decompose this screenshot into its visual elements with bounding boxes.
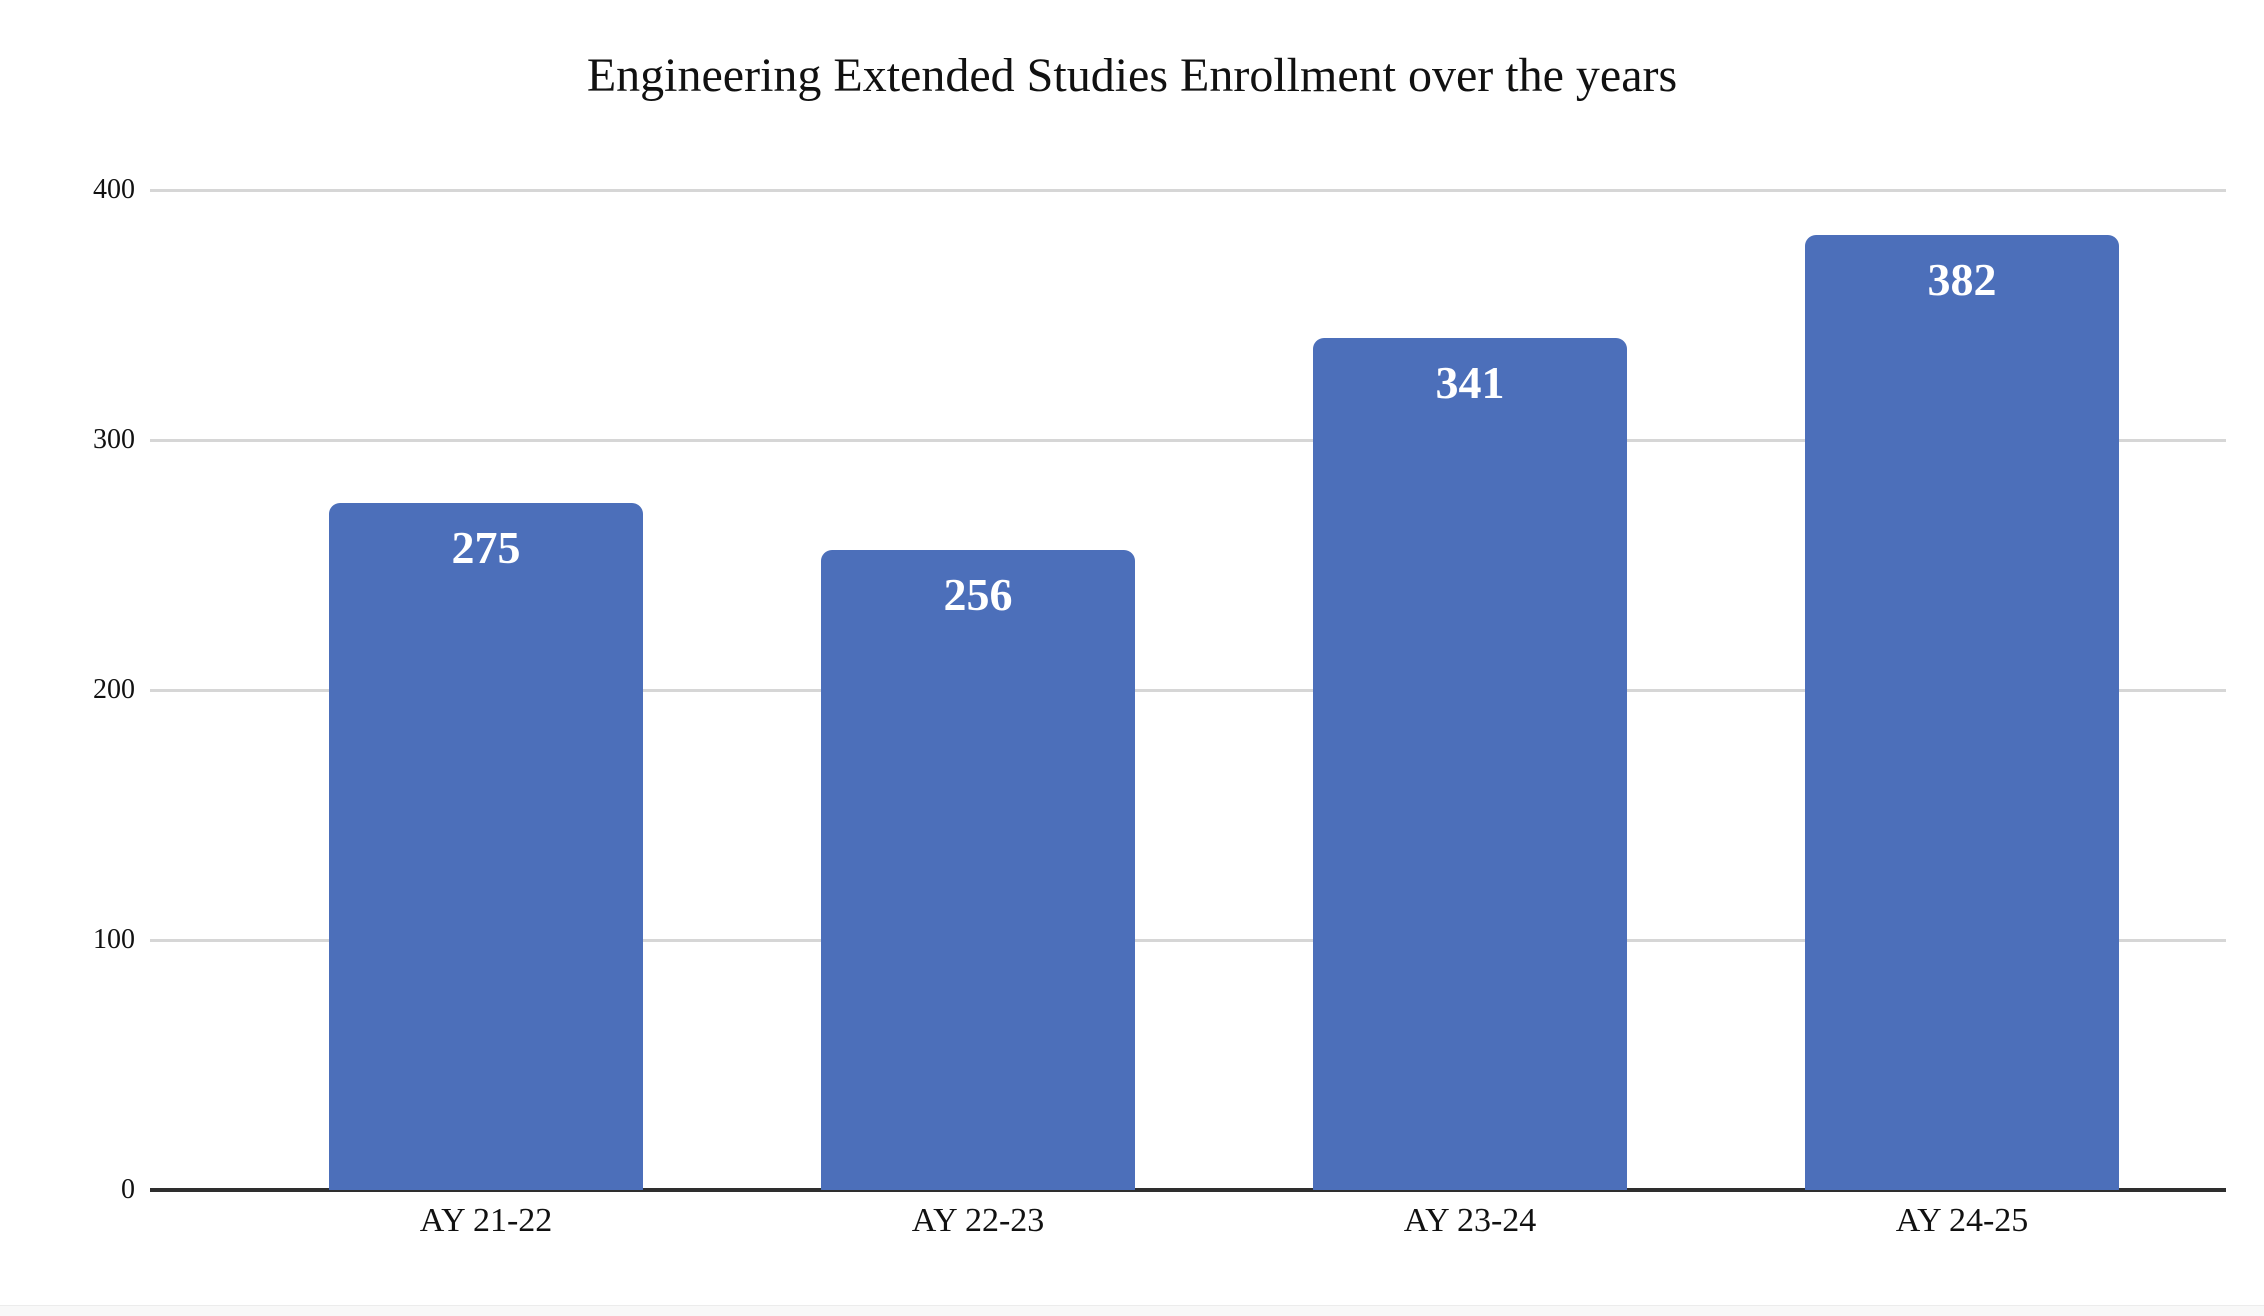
y-axis-tick-label: 300 — [93, 424, 135, 455]
x-axis-line — [150, 1188, 2226, 1192]
x-axis-tick-label: AY 22-23 — [911, 1202, 1045, 1239]
bar: 341 — [1313, 337, 1627, 1190]
footer-strip — [0, 1305, 2264, 1316]
gridline — [150, 188, 2226, 192]
chart-title: Engineering Extended Studies Enrollment … — [586, 49, 1678, 102]
bar-value-label: 382 — [1927, 254, 1997, 305]
gridline — [150, 938, 2226, 942]
bar-value-label: 341 — [1435, 356, 1505, 408]
bar: 275 — [329, 502, 643, 1190]
gridline — [150, 438, 2226, 442]
y-axis-tick-label: 0 — [121, 1174, 135, 1205]
x-axis-tick-label: AY 23-24 — [1403, 1202, 1537, 1239]
gridline — [150, 688, 2226, 692]
bar-value-label: 256 — [943, 569, 1013, 620]
bar-value-label: 275 — [451, 521, 521, 573]
y-axis-tick-label: 100 — [93, 924, 135, 955]
x-axis-tick-label: AY 21-22 — [419, 1202, 553, 1239]
y-axis-tick-label: 400 — [93, 174, 135, 205]
y-axis-tick-label: 200 — [93, 674, 135, 705]
bar: 256 — [821, 550, 1135, 1190]
x-axis-tick-label: AY 24-25 — [1895, 1202, 2029, 1239]
bar: 382 — [1805, 235, 2119, 1190]
